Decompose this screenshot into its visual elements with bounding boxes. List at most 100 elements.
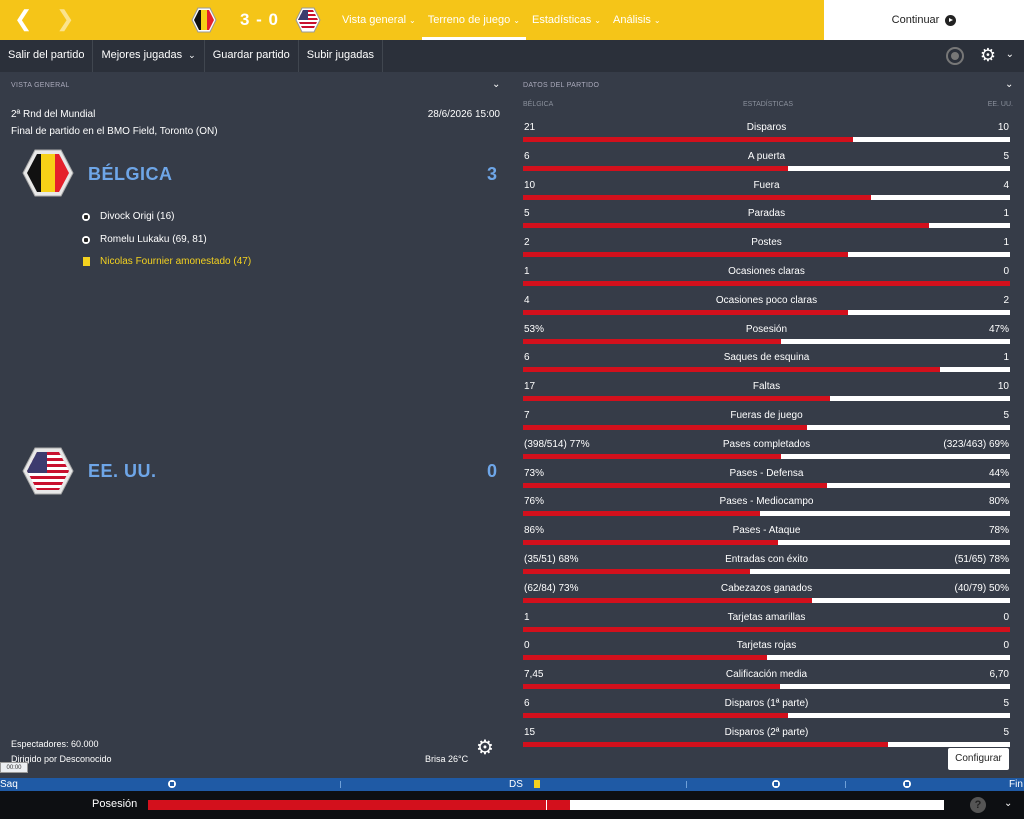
stat-row: 86% Pases - Ataque 78%	[523, 519, 1010, 548]
stat-label: Fuera	[753, 179, 780, 191]
overview-panel: VISTA GENERAL ⌄ 2ª Rnd del Mundial Final…	[0, 72, 512, 778]
stat-bar-fill	[523, 425, 807, 430]
possession-fill	[148, 800, 570, 810]
home-team-goals: 3	[486, 164, 497, 184]
stat-bar-fill	[523, 511, 761, 517]
goal-event: Divock Origi (16)	[82, 211, 174, 222]
stat-bar	[523, 309, 1010, 315]
referee: Dirigido por Desconocido	[11, 754, 112, 764]
goal-event: Romelu Lukaku (69, 81)	[82, 234, 207, 245]
record-icon[interactable]	[946, 47, 964, 65]
chevron-down-icon[interactable]: ⌄	[1005, 79, 1014, 90]
stat-bar	[523, 597, 1010, 603]
stat-label: Fueras de juego	[730, 410, 803, 421]
stat-bar-fill	[523, 223, 929, 229]
stat-label: Postes	[751, 237, 782, 249]
upload-highlights-button[interactable]: Subir jugadas	[299, 40, 384, 72]
stat-label: Saques de esquina	[723, 352, 810, 364]
stat-home-value: 0	[524, 640, 530, 652]
stat-row: (62/84) 73% Cabezazos ganados (40/79) 50%	[523, 577, 1010, 606]
stat-away-value: 6,70	[989, 669, 1009, 681]
menu-vista-general[interactable]: Vista general ⌄	[342, 14, 416, 26]
stat-row: 7 Fueras de juego 5	[523, 404, 1010, 433]
col-stats: ESTADÍSTICAS	[742, 101, 794, 108]
chevron-down-icon: ⌄	[653, 16, 661, 25]
timeline-half: DS	[509, 779, 523, 790]
stat-away-value: 10	[997, 381, 1009, 393]
stat-row: 1 Ocasiones claras 0	[523, 260, 1010, 289]
stat-home-value: 10	[524, 179, 536, 191]
stat-bar	[523, 281, 1010, 286]
stat-row: 17 Faltas 10	[523, 375, 1010, 404]
stat-label: Faltas	[752, 381, 781, 393]
stat-home-value: 7,45	[524, 669, 544, 681]
continue-button[interactable]: Continuar	[824, 0, 1024, 40]
save-match-button[interactable]: Guardar partido	[205, 40, 299, 72]
stat-home-value: 6	[524, 352, 530, 364]
chevron-down-icon: ⌄	[594, 16, 601, 25]
highlights-dropdown[interactable]: Mejores jugadas ⌄	[93, 40, 205, 72]
stat-row: 53% Posesión 47%	[523, 318, 1010, 347]
stat-bar	[523, 540, 1010, 546]
away-team-goals: 0	[486, 461, 497, 481]
match-timeline[interactable]: 00:00 Saq DS Fin	[0, 762, 1024, 791]
goal-marker-icon[interactable]	[168, 780, 176, 788]
stat-row: 76% Pases - Mediocampo 80%	[523, 490, 1010, 519]
stat-home-value: 53%	[524, 323, 545, 335]
stat-bar-fill	[523, 626, 1010, 632]
stat-label: Disparos	[746, 122, 787, 133]
forward-arrow-icon[interactable]: ❯	[56, 6, 75, 31]
menu-analisis[interactable]: Análisis ⌄	[613, 14, 661, 26]
stat-bar	[523, 396, 1010, 402]
help-icon[interactable]: ?	[970, 797, 986, 813]
back-arrow-icon[interactable]: ❮	[14, 6, 33, 31]
menu-terreno-de-juego[interactable]: Terreno de juego ⌄	[421, 0, 526, 40]
stat-bar-fill	[523, 309, 848, 315]
col-home-team: BÉLGICA	[523, 101, 554, 108]
configure-button[interactable]: Configurar	[948, 748, 1009, 770]
stat-away-value: 0	[1003, 611, 1009, 623]
stat-bar	[523, 713, 1010, 718]
possession-bar: Posesión ? ⌄	[0, 791, 1024, 819]
stat-home-value: 21	[524, 122, 536, 133]
exit-match-button[interactable]: Salir del partido	[0, 40, 94, 72]
stat-home-value: 7	[524, 410, 530, 421]
stat-home-value: 76%	[524, 496, 545, 508]
stat-row: (398/514) 77% Pases completados (323/463) …	[523, 433, 1010, 462]
yellow-card-event: Nicolas Fournier amonestado (47)	[82, 256, 251, 267]
stat-label: Pases completados	[722, 438, 811, 450]
top-menu: Vista general ⌄ Terreno de juego ⌄ Estadís…	[336, 0, 667, 40]
stat-row: 15 Disparos (2ª parte) 5	[523, 721, 1010, 750]
goal-marker-icon[interactable]	[772, 780, 780, 788]
stat-home-value: (398/514) 77%	[524, 438, 590, 450]
stat-away-value: (40/79) 50%	[954, 582, 1009, 594]
timeline-start: Saq	[0, 779, 18, 790]
yellow-card-marker-icon[interactable]	[534, 780, 540, 788]
stat-row: 21 Disparos 10	[523, 116, 1010, 145]
yellow-card-icon	[83, 257, 90, 266]
stat-row: 1 Tarjetas amarillas 0	[523, 606, 1010, 635]
chevron-down-icon[interactable]: ⌄	[1004, 798, 1013, 809]
usa-badge-icon	[22, 447, 74, 495]
stat-row: 7,45 Calificación media 6,70	[523, 663, 1010, 692]
stat-label: Posesión	[745, 323, 788, 335]
weather: Brisa 26°C	[425, 754, 469, 764]
chevron-down-icon[interactable]: ⌄	[492, 79, 501, 90]
possession-label: Posesión	[92, 798, 138, 810]
goal-marker-icon[interactable]	[903, 780, 911, 788]
stat-bar-fill	[523, 569, 750, 574]
stat-label: Paradas	[747, 208, 786, 220]
stat-bar-fill	[523, 597, 812, 603]
stat-away-value: 0	[1003, 266, 1009, 277]
stat-row: 10 Fuera 4	[523, 174, 1010, 203]
timeline-tick	[845, 781, 846, 788]
menu-estadisticas[interactable]: Estadísticas ⌄	[531, 14, 601, 26]
chevron-down-icon[interactable]: ⌄	[1005, 49, 1014, 60]
stat-row: 73% Pases - Defensa 44%	[523, 462, 1010, 491]
stat-row: 6 Disparos (1ª parte) 5	[523, 692, 1010, 721]
stat-bar	[523, 482, 1010, 488]
stat-label: A puerta	[747, 150, 786, 162]
stat-away-value: 5	[1003, 698, 1009, 709]
gear-icon[interactable]: ⚙	[979, 45, 996, 65]
continue-label: Continuar	[891, 14, 940, 26]
